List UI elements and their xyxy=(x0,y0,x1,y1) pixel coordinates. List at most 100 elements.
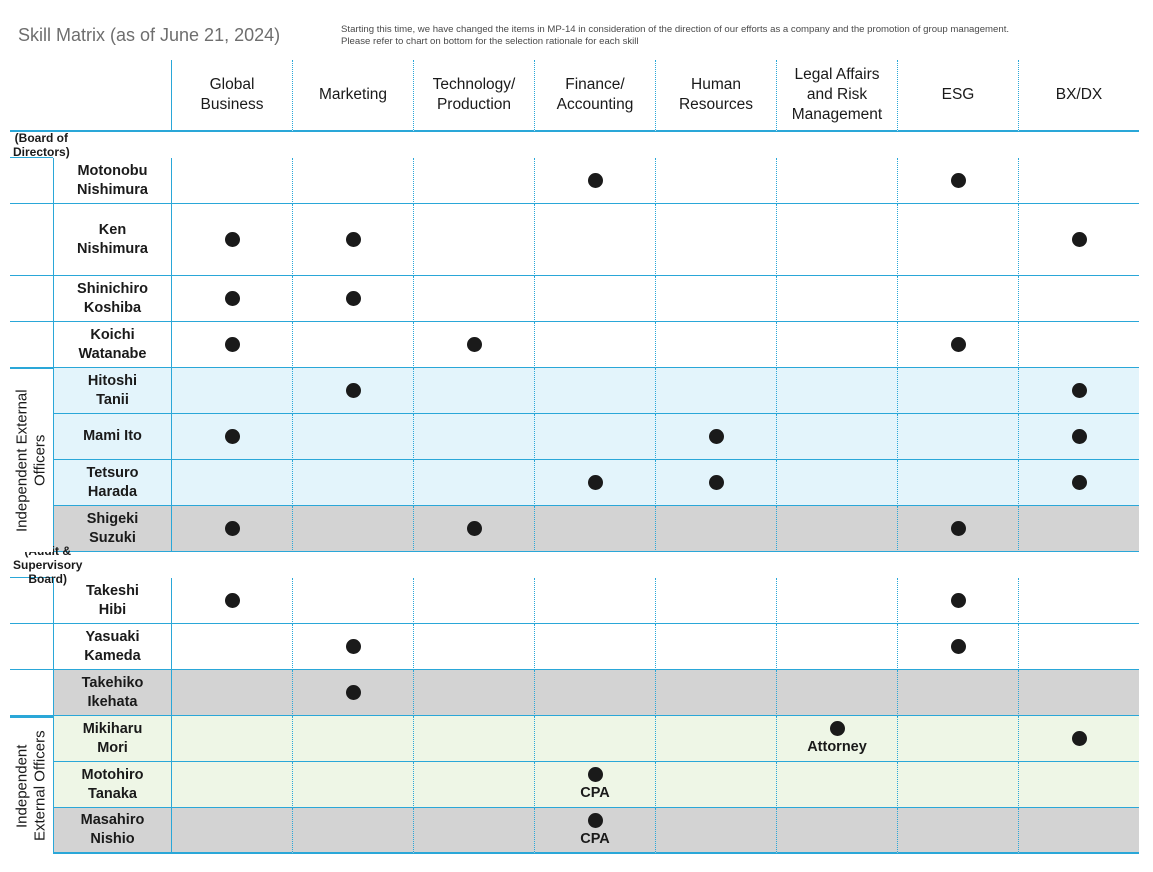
skill-cell xyxy=(413,158,534,204)
qualification-note: Attorney xyxy=(807,739,867,755)
member-name-line: Kameda xyxy=(84,647,141,664)
skill-cell xyxy=(776,762,897,808)
skill-dot xyxy=(829,721,845,736)
skill-cell xyxy=(655,670,776,716)
skill-cell xyxy=(413,322,534,368)
skill-cell xyxy=(413,762,534,808)
skill-header-line: Production xyxy=(436,96,512,113)
skill-cell xyxy=(776,506,897,552)
skill-cell xyxy=(897,460,1018,506)
skill-dot xyxy=(224,291,240,306)
skill-matrix-table: Global Business Marketing Technology/Produc… xyxy=(10,60,1139,854)
member-name-line: Ken xyxy=(98,221,127,238)
skill-dot xyxy=(708,475,724,490)
member-name: Tetsuro Harada xyxy=(53,460,171,506)
skill-cell xyxy=(292,322,413,368)
skill-dot xyxy=(1071,383,1087,398)
skill-cell xyxy=(413,204,534,276)
skill-dot xyxy=(224,337,240,352)
member-name: Mikiharu Mori xyxy=(53,716,171,762)
skill-header: Human Resources xyxy=(655,60,776,132)
member-name: Motohiro Tanaka xyxy=(53,762,171,808)
skill-cell xyxy=(897,716,1018,762)
skill-header-line: Global xyxy=(209,76,255,93)
skill-cell xyxy=(292,414,413,460)
skill-cell xyxy=(897,414,1018,460)
skill-cell xyxy=(171,578,292,624)
skill-cell xyxy=(897,204,1018,276)
skill-cell xyxy=(776,322,897,368)
skill-dot xyxy=(1071,232,1087,247)
skill-dot xyxy=(224,232,240,247)
skill-cell xyxy=(897,624,1018,670)
skill-cell xyxy=(534,670,655,716)
member-name: Shinichiro Koshiba xyxy=(53,276,171,322)
member-name: Yasuaki Kameda xyxy=(53,624,171,670)
member-name-line: Nishimura xyxy=(77,181,148,198)
independent-officers-label-line: External Officers xyxy=(31,730,49,842)
skill-cell xyxy=(292,808,413,854)
skill-cell xyxy=(292,460,413,506)
member-name-line: Ikehata xyxy=(87,693,138,710)
member-name-line: Mami Ito xyxy=(83,428,142,444)
skill-cell xyxy=(1018,204,1139,276)
member-name-line: Watanabe xyxy=(78,345,147,362)
skill-cell: Attorney xyxy=(776,716,897,762)
skill-header-line: Human xyxy=(691,76,741,93)
row-spacer xyxy=(10,322,53,368)
skill-cell xyxy=(413,578,534,624)
skill-cell xyxy=(534,624,655,670)
skill-dot xyxy=(466,337,482,352)
skill-cell xyxy=(1018,670,1139,716)
skill-cell xyxy=(897,762,1018,808)
skill-cell xyxy=(413,624,534,670)
member-name-line: Koshiba xyxy=(83,299,142,316)
skill-header: Finance/Accounting xyxy=(534,60,655,132)
skill-header-line: Marketing xyxy=(318,86,388,103)
skill-cell xyxy=(413,716,534,762)
skill-dot xyxy=(224,593,240,608)
member-name: Hitoshi Tanii xyxy=(53,368,171,414)
skill-cell xyxy=(1018,276,1139,322)
skill-cell xyxy=(897,276,1018,322)
skill-header: BX/DX xyxy=(1018,60,1139,132)
skill-cell xyxy=(534,578,655,624)
skill-cell xyxy=(776,368,897,414)
skill-cell xyxy=(171,414,292,460)
independent-officers-label-line: Independent External xyxy=(13,389,31,532)
skill-cell xyxy=(292,158,413,204)
page-title: Skill Matrix (as of June 21, 2024) xyxy=(18,25,281,45)
skill-cell xyxy=(1018,158,1139,204)
skill-cell xyxy=(534,460,655,506)
member-name-line: Hibi xyxy=(98,601,127,618)
skill-cell xyxy=(292,762,413,808)
skill-cell xyxy=(655,808,776,854)
skill-cell xyxy=(897,368,1018,414)
skill-header-line: Business xyxy=(200,96,264,113)
skill-cell xyxy=(655,506,776,552)
skill-cell xyxy=(655,204,776,276)
skill-cell xyxy=(413,506,534,552)
skill-cell xyxy=(1018,578,1139,624)
row-spacer xyxy=(10,578,53,624)
skill-cell xyxy=(655,460,776,506)
skill-cell xyxy=(292,204,413,276)
skill-cell xyxy=(897,506,1018,552)
skill-cell xyxy=(171,762,292,808)
skill-header-line: Finance/ xyxy=(565,76,625,93)
member-name-line: Takehiko xyxy=(81,674,144,691)
page-note-line: Please refer to chart on bottom for the … xyxy=(341,36,639,47)
skill-cell xyxy=(655,322,776,368)
skill-cell xyxy=(776,578,897,624)
skill-dot xyxy=(587,767,603,782)
skill-cell xyxy=(655,276,776,322)
skill-cell xyxy=(1018,624,1139,670)
member-name-line: Tanaka xyxy=(88,785,137,802)
independent-officers-label: Independent External Officers xyxy=(10,368,53,552)
skill-cell xyxy=(171,276,292,322)
member-name-line: Shinichiro xyxy=(77,280,148,297)
member-name-line: Suzuki xyxy=(89,529,136,546)
skill-cell xyxy=(171,368,292,414)
skill-dot xyxy=(345,232,361,247)
skill-cell xyxy=(171,322,292,368)
